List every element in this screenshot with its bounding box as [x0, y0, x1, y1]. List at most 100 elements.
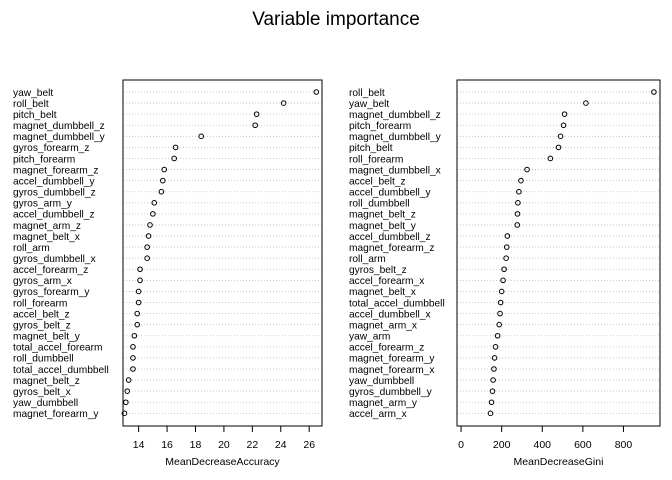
data-point — [252, 122, 258, 129]
data-point — [487, 410, 494, 417]
category-label: roll_dumbbell — [349, 199, 410, 210]
category-label: gyros_belt_x — [13, 387, 71, 398]
data-point — [123, 399, 129, 406]
data-point — [134, 310, 141, 317]
data-point — [313, 89, 320, 95]
x-tick-label: 24 — [275, 439, 287, 451]
data-point — [498, 288, 505, 295]
data-point — [496, 321, 503, 328]
category-label: accel_forearm_x — [349, 276, 424, 287]
data-point — [280, 100, 287, 106]
accuracy-dotchart-panel: yaw_beltroll_beltpitch_beltmagnet_dumbbe… — [13, 79, 323, 468]
category-label: magnet_forearm_y — [349, 354, 435, 365]
category-label: accel_arm_x — [349, 409, 407, 420]
category-label: magnet_belt_x — [13, 232, 80, 243]
category-label: total_accel_forearm — [13, 343, 102, 354]
category-label: accel_forearm_z — [349, 343, 424, 354]
category-label: magnet_forearm_x — [349, 365, 435, 376]
data-point — [583, 100, 589, 106]
category-label: magnet_belt_y — [13, 332, 81, 343]
category-label: gyros_arm_y — [13, 199, 73, 210]
category-label: roll_arm — [13, 243, 50, 254]
data-point — [130, 366, 136, 372]
figure-title: Variable importance — [252, 9, 420, 30]
category-label: accel_dumbbell_z — [13, 210, 95, 221]
category-label: yaw_dumbbell — [13, 398, 78, 409]
category-label: gyros_forearm_y — [13, 287, 90, 298]
category-label: magnet_dumbbell_z — [13, 121, 105, 132]
data-point — [121, 410, 128, 417]
category-label: magnet_dumbbell_x — [349, 165, 441, 176]
category-label: gyros_forearm_z — [13, 143, 89, 154]
x-tick-label: 14 — [133, 439, 145, 451]
data-point — [524, 166, 530, 173]
category-label: pitch_forearm — [13, 154, 75, 165]
category-label: roll_dumbbell — [13, 354, 74, 365]
data-point — [135, 288, 142, 295]
category-label: magnet_arm_x — [349, 320, 417, 331]
x-tick-label: 0 — [458, 439, 464, 451]
data-point — [501, 266, 507, 273]
data-point — [515, 200, 521, 206]
data-point — [514, 211, 521, 217]
data-point — [489, 388, 496, 394]
data-point — [500, 277, 506, 284]
x-tick-label: 26 — [303, 439, 315, 451]
data-point — [651, 89, 657, 95]
data-point — [131, 332, 138, 339]
data-point — [158, 188, 165, 195]
data-point — [504, 233, 511, 239]
category-label: roll_forearm — [349, 154, 403, 165]
x-tick-label: 18 — [190, 439, 202, 451]
data-point — [137, 277, 143, 284]
x-tick-label: 22 — [247, 439, 259, 451]
category-label: yaw_dumbbell — [349, 376, 414, 387]
category-label: roll_arm — [349, 254, 386, 265]
x-tick-label: 20 — [218, 439, 230, 451]
category-label: magnet_belt_z — [13, 376, 80, 387]
category-label: accel_forearm_z — [13, 265, 88, 276]
category-label: roll_forearm — [13, 298, 67, 309]
data-point — [124, 388, 131, 394]
gini-dotchart-panel: roll_beltyaw_beltmagnet_dumbbell_zpitch_… — [349, 79, 661, 468]
category-label: magnet_dumbbell_z — [349, 110, 441, 121]
category-label: accel_dumbbell_x — [349, 309, 431, 320]
category-label: magnet_belt_y — [349, 221, 417, 232]
data-point — [137, 266, 143, 273]
data-point — [144, 244, 150, 250]
category-label: gyros_dumbbell_x — [13, 254, 96, 265]
data-point — [147, 222, 153, 228]
x-tick-label: 400 — [533, 439, 551, 451]
x-tick-label: 800 — [615, 439, 633, 451]
category-label: pitch_belt — [349, 143, 393, 154]
data-point — [130, 355, 136, 361]
data-point — [151, 200, 158, 206]
data-point — [516, 188, 522, 195]
data-point — [145, 233, 152, 239]
data-point — [160, 177, 166, 184]
data-point — [161, 166, 168, 173]
data-point — [144, 255, 150, 262]
category-label: magnet_forearm_y — [13, 409, 99, 420]
data-point — [497, 310, 503, 317]
category-label: gyros_belt_z — [349, 265, 407, 276]
category-label: pitch_forearm — [349, 121, 411, 132]
category-label: total_accel_dumbbell — [349, 298, 445, 309]
category-label: pitch_belt — [13, 110, 57, 121]
x-tick-label: 600 — [574, 439, 592, 451]
data-point — [134, 321, 141, 328]
data-point — [492, 344, 499, 350]
category-label: yaw_arm — [349, 332, 390, 343]
data-point — [494, 332, 501, 339]
data-point — [135, 299, 142, 306]
data-point — [488, 399, 495, 406]
category-label: gyros_arm_x — [13, 276, 72, 287]
data-point — [150, 211, 156, 217]
data-point — [503, 244, 510, 250]
category-label: accel_dumbbell_z — [349, 232, 431, 243]
data-point — [125, 377, 132, 383]
category-label: roll_belt — [349, 88, 385, 99]
data-point — [171, 155, 177, 162]
category-label: magnet_forearm_z — [349, 243, 435, 254]
